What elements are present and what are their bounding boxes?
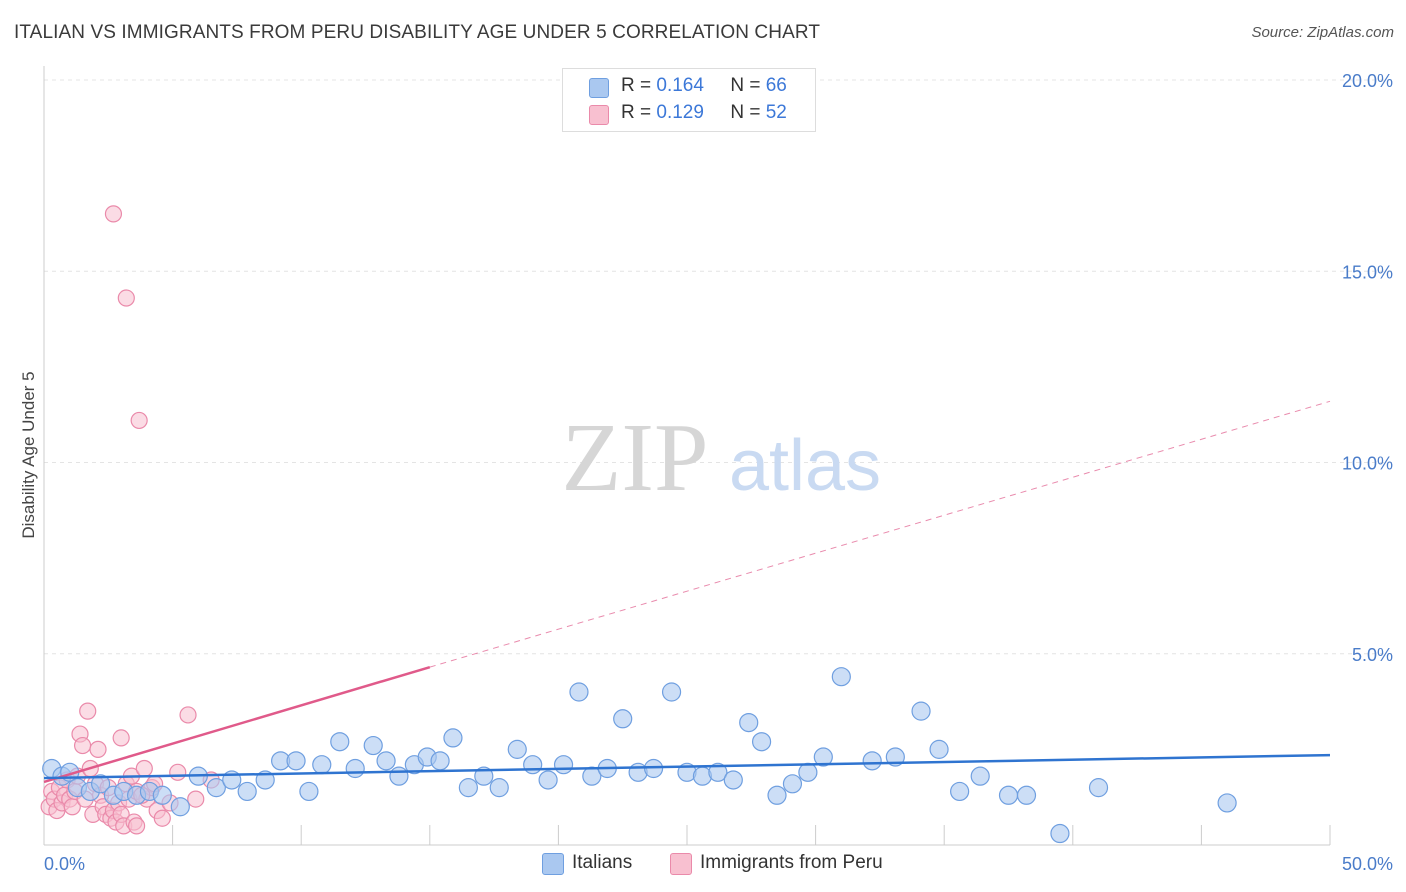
peru-point [112,729,130,747]
legend-r-value: 0.164 [656,75,704,96]
peru-point [73,736,92,755]
bottom-swatch-pink [670,853,692,875]
bottom-legend-label: Immigrants from Peru [700,852,883,873]
italian-point [255,770,275,790]
y-tick-label: 20.0% [1342,71,1393,91]
legend-n-label: N = [730,75,761,96]
italian-point [767,785,787,805]
italian-point [389,766,409,786]
italian-point [1088,778,1109,798]
italian-point [1217,793,1237,813]
italian-point [553,755,574,775]
italian-point [613,709,633,729]
italian-point [523,755,543,775]
italian-point [489,778,509,798]
italian-point [831,667,851,687]
italian-point [862,751,882,771]
correlation-legend: R = 0.164 N = 66 R = 0.129 N = 52 [562,68,816,132]
italian-point [739,712,759,733]
peru-point [187,790,205,808]
peru-point [79,702,97,720]
peru-trend-line [43,665,431,784]
peru-point [169,763,187,781]
legend-swatch-pink [589,105,609,125]
peru-point [89,740,107,758]
peru-point [127,817,146,835]
watermark: ZIP atlas [562,404,882,512]
italian-point [911,701,931,721]
y-axis-label: Disability Age Under 5 [19,371,38,538]
x-tick-label-min: 0.0% [44,854,85,874]
peru-point [130,411,148,430]
italian-point [1050,823,1070,844]
italian-point [569,682,589,702]
italian-point [885,747,905,767]
legend-n-label: N = [730,102,761,123]
italian-point [723,770,743,790]
trend-lines [43,400,1331,784]
italian-point [751,732,772,752]
chart-title: ITALIAN VS IMMIGRANTS FROM PERU DISABILI… [14,22,821,43]
italian-trend-line [43,753,1331,780]
legend-n-value: 66 [765,75,787,96]
italian-point [299,781,319,802]
italian-point [345,758,365,779]
legend-swatch-blue [589,78,609,98]
italian-point [376,751,396,771]
peru-points [40,205,220,835]
legend-text-italians: R = 0.164 N = 66 [621,75,787,97]
legend-r-label: R = [621,75,652,96]
peru-point [104,205,123,223]
italian-point [330,732,350,752]
legend-r-label: R = [621,102,652,123]
italian-point [286,751,306,771]
watermark-zip: ZIP [562,404,709,512]
legend-n-value: 52 [765,102,787,123]
italian-point [970,766,990,786]
legend-r-value: 0.129 [656,102,704,123]
italian-point [950,781,970,802]
italian-point [430,751,450,771]
axes [43,66,1331,846]
italian-point [929,739,949,759]
italian-point [363,735,383,756]
tick-labels: 5.0% 10.0% 15.0% 20.0% 0.0% 50.0% [44,71,1393,874]
italian-point [90,774,111,794]
peru-trend-extension [429,400,1331,668]
italian-point [458,778,478,798]
italian-point [474,766,494,786]
grid-lines [44,79,1392,655]
italian-point [708,762,728,782]
italian-point [507,739,527,759]
italian-point [813,747,833,767]
watermark-atlas: atlas [729,426,881,506]
italian-point [312,755,332,775]
italian-point [1016,785,1037,805]
legend-text-peru: R = 0.129 N = 52 [621,102,787,124]
italian-point [170,797,190,817]
source-label: Source: ZipAtlas.com [1251,24,1394,41]
italian-point [538,770,558,790]
peru-point [153,809,171,827]
bottom-legend-label: Italians [572,852,633,873]
italian-point [443,728,463,748]
italian-point [152,785,172,805]
italian-point [237,781,257,802]
y-tick-label: 15.0% [1342,262,1393,282]
bottom-swatch-blue [542,853,564,875]
italian-point [998,785,1019,805]
peru-point [135,759,153,778]
peru-point [179,706,197,724]
italian-point [661,682,682,702]
peru-point [117,289,135,307]
y-tick-label: 10.0% [1342,454,1393,474]
italian-points [42,667,1237,844]
y-tick-label: 5.0% [1352,645,1393,665]
italian-point [206,778,226,798]
italian-point [798,762,818,782]
italian-point [782,774,803,794]
x-tick-label-max: 50.0% [1342,854,1393,874]
